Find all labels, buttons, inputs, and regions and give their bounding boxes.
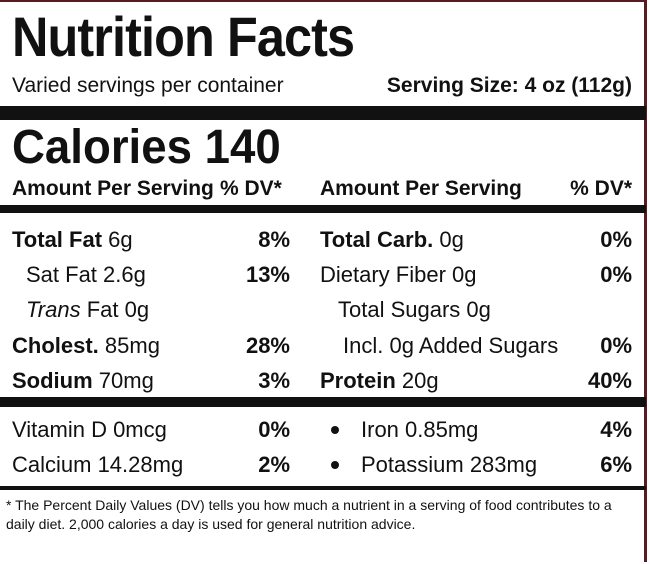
protein-dv: 40% <box>587 368 632 393</box>
nutrient-name: Protein <box>320 368 396 393</box>
added-sugars-row: Incl. 0g Added Sugars <box>343 333 558 359</box>
iron-text: Iron 0.85mg <box>361 417 479 442</box>
thin-divider <box>0 486 646 490</box>
footnote: * The Percent Daily Values (DV) tells yo… <box>6 497 612 532</box>
servings-per-container: Varied servings per container <box>12 74 284 97</box>
servings-row: Varied servings per container Serving Si… <box>12 74 632 98</box>
nutrient-amount: Fat 0g <box>86 297 150 322</box>
sodium-dv: 3% <box>258 368 290 393</box>
thick-divider-2 <box>0 397 646 407</box>
calories-label: Calories <box>12 121 192 174</box>
dietary-fiber-row: Dietary Fiber 0g <box>320 262 477 288</box>
bullet-icon <box>331 426 339 434</box>
nutrient-name: Cholest. <box>12 333 99 358</box>
left-dv-header: % DV* <box>220 177 282 200</box>
calcium-dv: 2% <box>258 452 290 477</box>
nutrient-amount: 6g <box>108 227 133 252</box>
vitamin-d-text: Vitamin D 0mcg <box>12 417 167 442</box>
thick-divider <box>0 106 646 120</box>
vitamin-d-dv: 0% <box>258 417 290 442</box>
medium-divider <box>0 205 646 213</box>
cholesterol-dv: 28% <box>245 333 290 358</box>
nutrient-amount: 85mg <box>104 333 160 358</box>
calories-line: Calories 140 <box>12 120 281 175</box>
iron-dv: 4% <box>600 417 632 442</box>
nutrient-amount: 20g <box>401 368 439 393</box>
nutrient-name: Dietary Fiber <box>320 262 446 287</box>
nutrient-amount: 0g <box>439 227 464 252</box>
trans-fat-row: Trans Fat 0g <box>26 297 149 323</box>
nutrient-name: Sodium <box>12 368 93 393</box>
total-carb-row: Total Carb. 0g <box>320 227 464 253</box>
nutrient-name: Trans <box>26 297 81 322</box>
nutrient-amount: 0g <box>466 297 491 322</box>
calcium-text: Calcium 14.28mg <box>12 452 184 477</box>
total-fat-row: Total Fat 6g <box>12 227 133 253</box>
total-fat-dv: 8% <box>258 227 290 252</box>
total-sugars-row: Total Sugars 0g <box>338 297 491 323</box>
nutrient-name: Incl. 0g Added Sugars <box>343 333 559 358</box>
label-title: Nutrition Facts <box>12 5 355 68</box>
dietary-fiber-dv: 0% <box>600 262 632 287</box>
right-amount-header: Amount Per Serving <box>320 177 522 200</box>
nutrient-amount: 70mg <box>98 368 154 393</box>
nutrient-name: Total Sugars <box>338 297 461 322</box>
cholesterol-row: Cholest. 85mg <box>12 333 160 359</box>
total-carb-dv: 0% <box>600 227 632 252</box>
protein-row: Protein 20g <box>320 368 439 394</box>
sat-fat-dv: 13% <box>245 262 290 287</box>
added-sugars-dv: 0% <box>600 333 632 358</box>
sodium-row: Sodium 70mg <box>12 368 154 394</box>
calories-value: 140 <box>204 121 281 174</box>
nutrient-name: Total Fat <box>12 227 103 252</box>
right-dv-header: % DV* <box>570 177 632 200</box>
potassium-text: Potassium 283mg <box>361 452 538 477</box>
left-amount-header: Amount Per Serving <box>12 177 214 200</box>
nutrient-amount: 0g <box>452 262 477 287</box>
nutrient-amount: 2.6g <box>103 262 146 287</box>
serving-size: Serving Size: 4 oz (112g) <box>386 74 632 97</box>
nutrient-name: Total Carb. <box>320 227 434 252</box>
potassium-dv: 6% <box>600 452 632 477</box>
nutrient-name: Sat Fat <box>26 262 97 287</box>
bullet-icon <box>331 461 339 469</box>
sat-fat-row: Sat Fat 2.6g <box>26 262 146 288</box>
